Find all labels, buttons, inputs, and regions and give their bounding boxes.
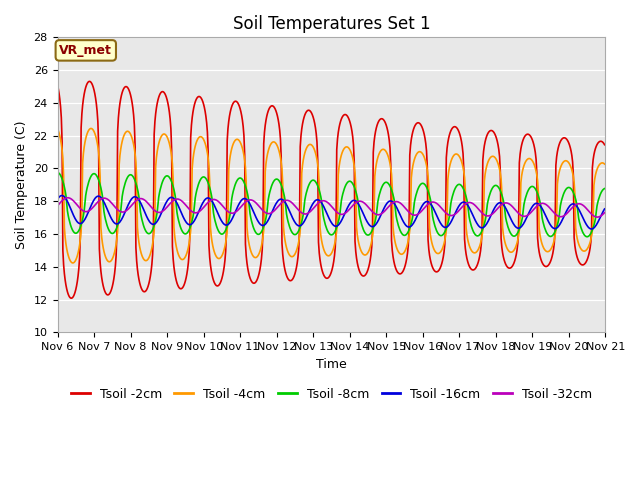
Tsoil -32cm — [63, 195, 71, 201]
Tsoil -32cm — [120, 209, 128, 215]
Tsoil -16cm — [205, 195, 212, 201]
Tsoil -16cm — [398, 216, 406, 222]
Line: Tsoil -32cm: Tsoil -32cm — [58, 198, 605, 217]
Tsoil -32cm — [398, 202, 406, 207]
Tsoil -2cm — [67, 295, 75, 301]
Tsoil -8cm — [63, 208, 71, 214]
Tsoil -2cm — [206, 254, 214, 260]
Y-axis label: Soil Temperature (C): Soil Temperature (C) — [15, 120, 28, 249]
Tsoil -16cm — [588, 226, 595, 232]
X-axis label: Time: Time — [316, 358, 347, 371]
Tsoil -16cm — [176, 207, 184, 213]
Title: Soil Temperatures Set 1: Soil Temperatures Set 1 — [232, 15, 430, 33]
Tsoil -16cm — [65, 200, 72, 206]
Tsoil -16cm — [54, 196, 61, 202]
Tsoil -4cm — [399, 251, 407, 257]
Tsoil -2cm — [63, 289, 71, 295]
Tsoil -4cm — [69, 260, 77, 266]
Line: Tsoil -2cm: Tsoil -2cm — [58, 82, 605, 298]
Tsoil -2cm — [177, 286, 184, 292]
Tsoil -32cm — [414, 211, 422, 217]
Tsoil -32cm — [54, 203, 61, 209]
Tsoil -16cm — [120, 211, 128, 216]
Tsoil -8cm — [175, 220, 183, 226]
Tsoil -4cm — [206, 179, 214, 184]
Tsoil -8cm — [397, 230, 405, 236]
Tsoil -8cm — [413, 188, 421, 193]
Tsoil -32cm — [601, 210, 609, 216]
Tsoil -2cm — [54, 82, 61, 88]
Tsoil -8cm — [601, 186, 609, 192]
Tsoil -4cm — [122, 130, 129, 136]
Tsoil -4cm — [415, 149, 423, 155]
Line: Tsoil -8cm: Tsoil -8cm — [58, 172, 605, 237]
Tsoil -4cm — [87, 126, 95, 132]
Tsoil -2cm — [399, 268, 407, 274]
Tsoil -8cm — [204, 180, 212, 186]
Tsoil -16cm — [601, 206, 609, 212]
Tsoil -4cm — [54, 126, 61, 132]
Tsoil -4cm — [601, 161, 609, 167]
Tsoil -32cm — [176, 197, 184, 203]
Text: VR_met: VR_met — [60, 44, 112, 57]
Tsoil -16cm — [58, 192, 66, 198]
Tsoil -16cm — [414, 211, 422, 217]
Tsoil -2cm — [86, 79, 93, 84]
Tsoil -2cm — [415, 120, 423, 126]
Tsoil -4cm — [177, 256, 184, 262]
Tsoil -32cm — [65, 195, 72, 201]
Tsoil -2cm — [601, 142, 609, 148]
Line: Tsoil -16cm: Tsoil -16cm — [58, 195, 605, 229]
Tsoil -8cm — [120, 186, 127, 192]
Tsoil -4cm — [63, 249, 71, 255]
Tsoil -32cm — [205, 199, 212, 204]
Tsoil -8cm — [583, 234, 591, 240]
Tsoil -8cm — [54, 169, 61, 175]
Tsoil -2cm — [122, 84, 129, 90]
Line: Tsoil -4cm: Tsoil -4cm — [58, 129, 605, 263]
Legend: Tsoil -2cm, Tsoil -4cm, Tsoil -8cm, Tsoil -16cm, Tsoil -32cm: Tsoil -2cm, Tsoil -4cm, Tsoil -8cm, Tsoi… — [66, 383, 597, 406]
Tsoil -32cm — [594, 214, 602, 220]
